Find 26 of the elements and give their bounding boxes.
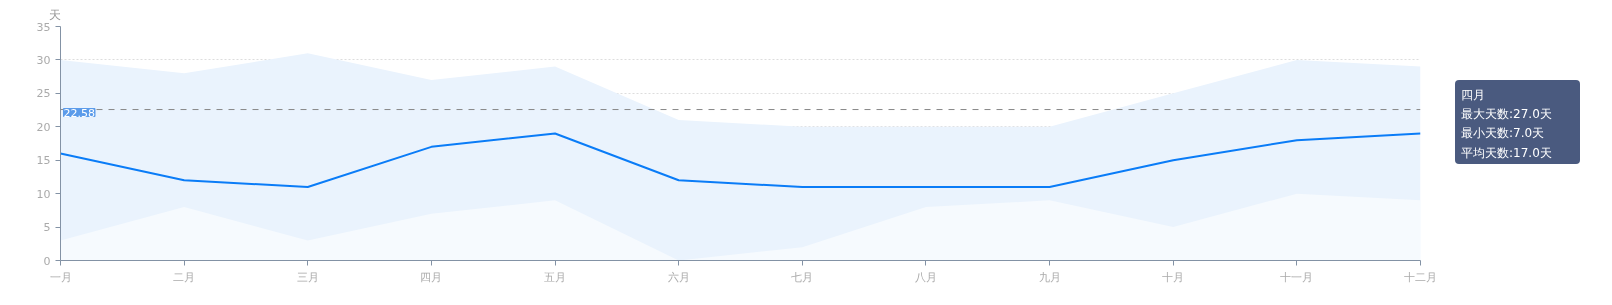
x-tick-label: 十一月	[1280, 270, 1314, 284]
text: 四月	[1461, 87, 1486, 104]
x-tick-label: 十二月	[1404, 270, 1437, 284]
x-tick-label: 八月	[914, 270, 937, 284]
ref-line-label: 22.58	[63, 106, 95, 120]
y-tick-label: 5	[43, 221, 51, 235]
x-tick-label: 四月	[420, 270, 443, 284]
text: 平均天数:17.0天	[1461, 144, 1552, 162]
x-tick-label: 五月	[544, 270, 567, 284]
y-tick-label: 25	[36, 87, 51, 101]
y-axis-title: 天	[48, 7, 61, 22]
x-tick-label: 一月	[49, 270, 72, 284]
y-tick-label: 30	[36, 53, 51, 67]
line-series	[60, 132, 1421, 188]
y-tick-label: 35	[36, 20, 51, 34]
x-tick-label: 六月	[667, 270, 690, 284]
text: 最小天数:7.0天	[1461, 125, 1546, 143]
x-tick-label: 七月	[791, 270, 814, 284]
y-tick-label: 15	[36, 154, 51, 168]
text: 最大天数:27.0天	[1461, 106, 1552, 124]
x-tick-label: 十月	[1162, 270, 1185, 284]
y-tick-label: 0	[43, 254, 51, 268]
y-tick-label: 10	[36, 187, 51, 201]
y-tick-label: 20	[36, 120, 51, 134]
x-tick-label: 九月	[1038, 270, 1061, 284]
x-tick-label: 二月	[173, 270, 196, 284]
